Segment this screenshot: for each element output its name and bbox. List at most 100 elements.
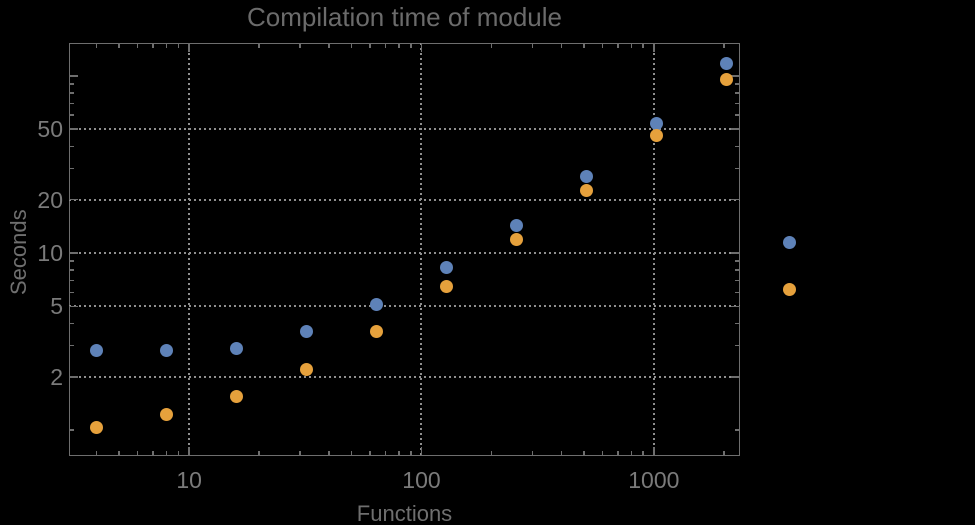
x-minor-tick-top [118,43,120,48]
x-minor-tick-bottom [165,451,168,456]
y-tick-label: 5 [50,293,63,320]
y-unlabeled-major-tick-right [731,75,740,77]
x-gridline [652,43,655,456]
data-point-series-blue [300,325,314,339]
x-minor-tick-bottom [152,451,154,456]
y-gridline [69,252,740,255]
x-major-tick-top [420,43,423,52]
x-minor-tick-bottom [583,451,585,456]
y-minor-tick-right [735,291,740,294]
x-minor-tick-bottom [642,451,644,456]
x-major-tick-bottom [653,447,655,456]
data-point-series-orange [160,408,174,422]
x-minor-tick-top [165,43,168,48]
x-minor-tick-bottom [95,451,98,456]
data-point-series-orange [300,363,314,377]
x-minor-tick-bottom [384,451,387,456]
data-point-series-orange [579,184,593,198]
data-point-series-orange [369,325,383,339]
y-minor-tick-left [69,167,74,170]
x-minor-tick-bottom [177,451,180,456]
y-tick-label: 20 [37,186,63,213]
x-minor-tick-top [384,43,387,48]
data-point-series-orange [649,129,663,143]
x-tick-label: 100 [402,467,441,493]
y-minor-tick-left [69,102,74,105]
x-major-tick-bottom [188,447,190,456]
y-minor-tick-right [735,322,740,325]
x-minor-tick-bottom [258,451,260,456]
x-minor-tick-top [617,43,619,48]
y-minor-tick-right [735,83,740,85]
chart-title: Compilation time of module [246,2,563,32]
data-point-series-orange [719,73,733,87]
y-major-tick-left [69,128,78,130]
y-minor-tick-right [735,102,740,105]
y-major-tick-right [731,376,740,378]
x-minor-tick-top [95,43,98,48]
x-minor-tick-top [258,43,260,48]
y-major-tick-left [69,198,78,201]
data-point-series-blue [509,219,523,233]
y-minor-tick-right [735,167,740,170]
data-point-series-blue [649,116,663,130]
x-major-tick-bottom [420,447,423,456]
x-gridline [420,43,423,456]
x-minor-tick-top [723,43,725,48]
plot-frame [69,43,740,456]
legend-marker-orange [782,282,796,296]
y-major-tick-left [69,305,78,308]
y-minor-tick-right [735,260,740,262]
x-minor-tick-bottom [630,451,633,456]
data-point-series-blue [160,344,174,358]
x-major-tick-top [653,43,655,52]
y-major-tick-left [69,252,78,254]
x-minor-tick-bottom [398,451,400,456]
x-minor-tick-bottom [490,451,493,456]
y-minor-tick-right [735,269,740,271]
y-major-tick-right [731,128,740,130]
data-point-series-blue [230,341,244,355]
x-minor-tick-top [369,43,371,48]
x-tick-label: 10 [176,467,202,493]
x-minor-tick-top [490,43,493,48]
x-minor-tick-top [152,43,154,48]
y-minor-tick-right [735,92,740,94]
y-major-tick-right [731,198,740,201]
y-minor-tick-left [69,83,74,85]
data-point-series-blue [90,344,104,358]
x-minor-tick-top [177,43,180,48]
x-minor-tick-bottom [723,451,725,456]
x-minor-tick-top [328,43,330,48]
x-minor-tick-bottom [350,451,353,456]
x-minor-tick-top [299,43,301,48]
data-point-series-orange [90,420,104,434]
y-gridline [69,305,740,308]
y-unlabeled-major-tick-left [69,75,78,77]
y-minor-tick-left [69,114,74,116]
data-point-series-orange [230,389,244,403]
y-gridline [69,128,740,131]
x-minor-tick-bottom [369,451,371,456]
x-minor-tick-top [398,43,400,48]
data-point-series-blue [579,170,593,184]
x-minor-tick-bottom [410,451,412,456]
y-major-tick-left [69,376,78,378]
x-minor-tick-top [642,43,644,48]
x-minor-tick-top [583,43,585,48]
data-point-series-blue [719,57,733,71]
x-axis-label: Functions [356,501,453,525]
legend-marker-blue [782,235,796,249]
y-major-tick-right [731,305,740,308]
x-minor-tick-top [560,43,563,48]
y-tick-label: 10 [37,240,63,267]
data-point-series-blue [369,298,383,312]
x-major-tick-top [188,43,190,52]
y-major-tick-right [731,252,740,254]
y-minor-tick-right [735,344,740,347]
y-minor-tick-right [735,145,740,148]
x-gridline [188,43,191,456]
x-minor-tick-top [350,43,353,48]
x-minor-tick-top [410,43,412,48]
